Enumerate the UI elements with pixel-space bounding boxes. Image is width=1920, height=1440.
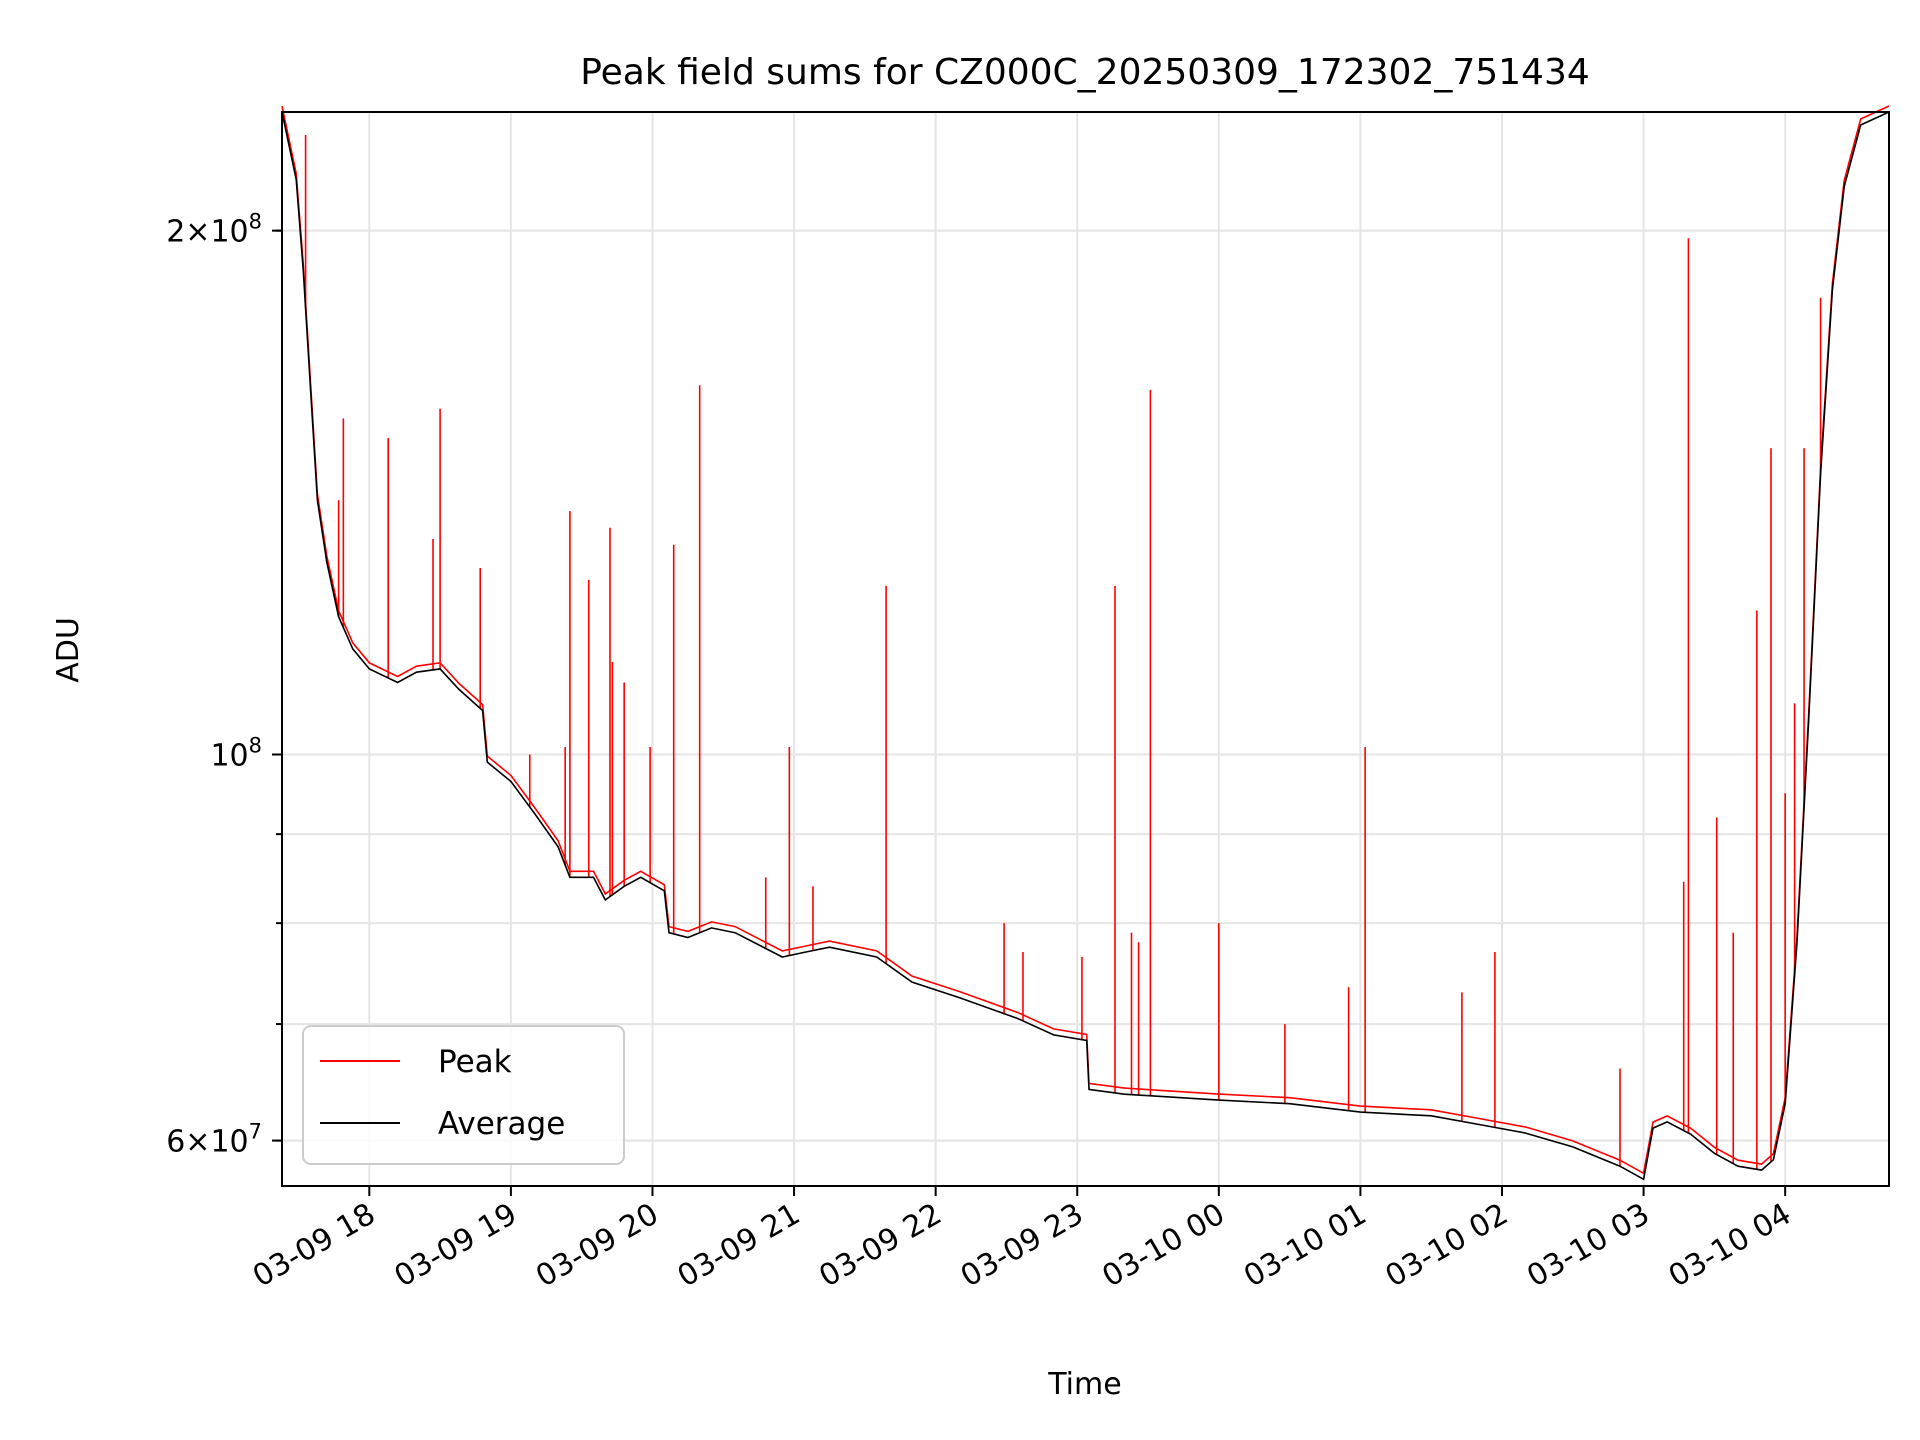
x-axis-label: Time — [1047, 1367, 1121, 1402]
y-axis-label: ADU — [51, 617, 86, 683]
series-peak — [281, 105, 1890, 1175]
legend-average-label: Average — [438, 1106, 565, 1142]
legend-peak-label: Peak — [438, 1044, 512, 1080]
legend: Peak Average — [302, 1025, 625, 1165]
y-tick-label: 2×108 — [166, 210, 262, 250]
peak-line — [281, 105, 1890, 1175]
y-tick-label: 6×107 — [166, 1120, 262, 1160]
y-axis-ticks: 6×107 108 2×108 — [166, 210, 282, 1160]
y-tick-label: 108 — [210, 734, 262, 774]
series-average — [281, 111, 1890, 1181]
chart-title: Peak field sums for CZ000C_20250309_1723… — [580, 52, 1590, 93]
plot-frame — [281, 111, 1890, 1187]
average-line — [281, 111, 1890, 1181]
